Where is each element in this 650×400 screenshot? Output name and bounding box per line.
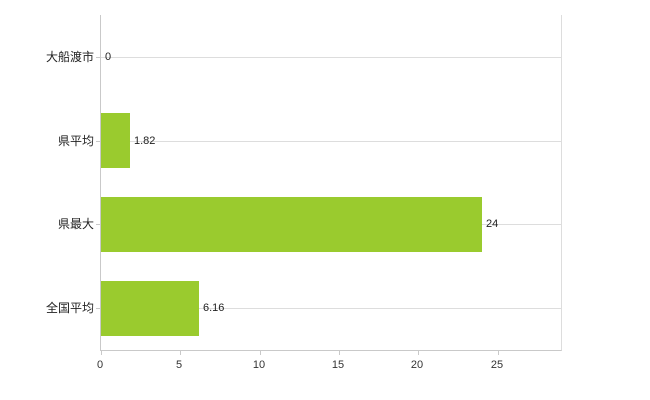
x-axis-tick: [339, 350, 340, 355]
category-label: 県最大: [57, 217, 94, 231]
x-axis-tick: [418, 350, 419, 355]
x-axis-tick: [101, 350, 102, 355]
x-axis-tick: [498, 350, 499, 355]
bar: [101, 281, 199, 336]
category-label: 大船渡市: [45, 50, 94, 64]
x-tick-label: 15: [331, 359, 345, 371]
bar-value-label: 0: [105, 51, 112, 63]
plot-area: 0 1.82 24 6.16: [96, 15, 562, 355]
category-label: 全国平均: [45, 301, 94, 315]
gridline: [101, 141, 561, 142]
bar-value-label: 24: [486, 218, 499, 230]
bar-value-label: 6.16: [203, 302, 225, 314]
x-axis-tick: [260, 350, 261, 355]
x-tick-label: 20: [410, 359, 424, 371]
y-axis-tick: [96, 224, 101, 225]
gridline: [101, 308, 561, 309]
bar: [101, 197, 482, 252]
x-axis-tick: [180, 350, 181, 355]
y-axis-tick: [96, 308, 101, 309]
category-label: 県平均: [57, 134, 94, 148]
bar: [101, 113, 130, 168]
x-tick-label: 10: [252, 359, 266, 371]
y-axis-tick: [96, 57, 101, 58]
bar-value-label: 1.82: [134, 135, 156, 147]
gridline: [101, 57, 561, 58]
x-tick-label: 5: [175, 359, 183, 371]
y-axis-tick: [96, 141, 101, 142]
x-tick-label: 25: [490, 359, 504, 371]
x-tick-label: 0: [96, 359, 104, 371]
